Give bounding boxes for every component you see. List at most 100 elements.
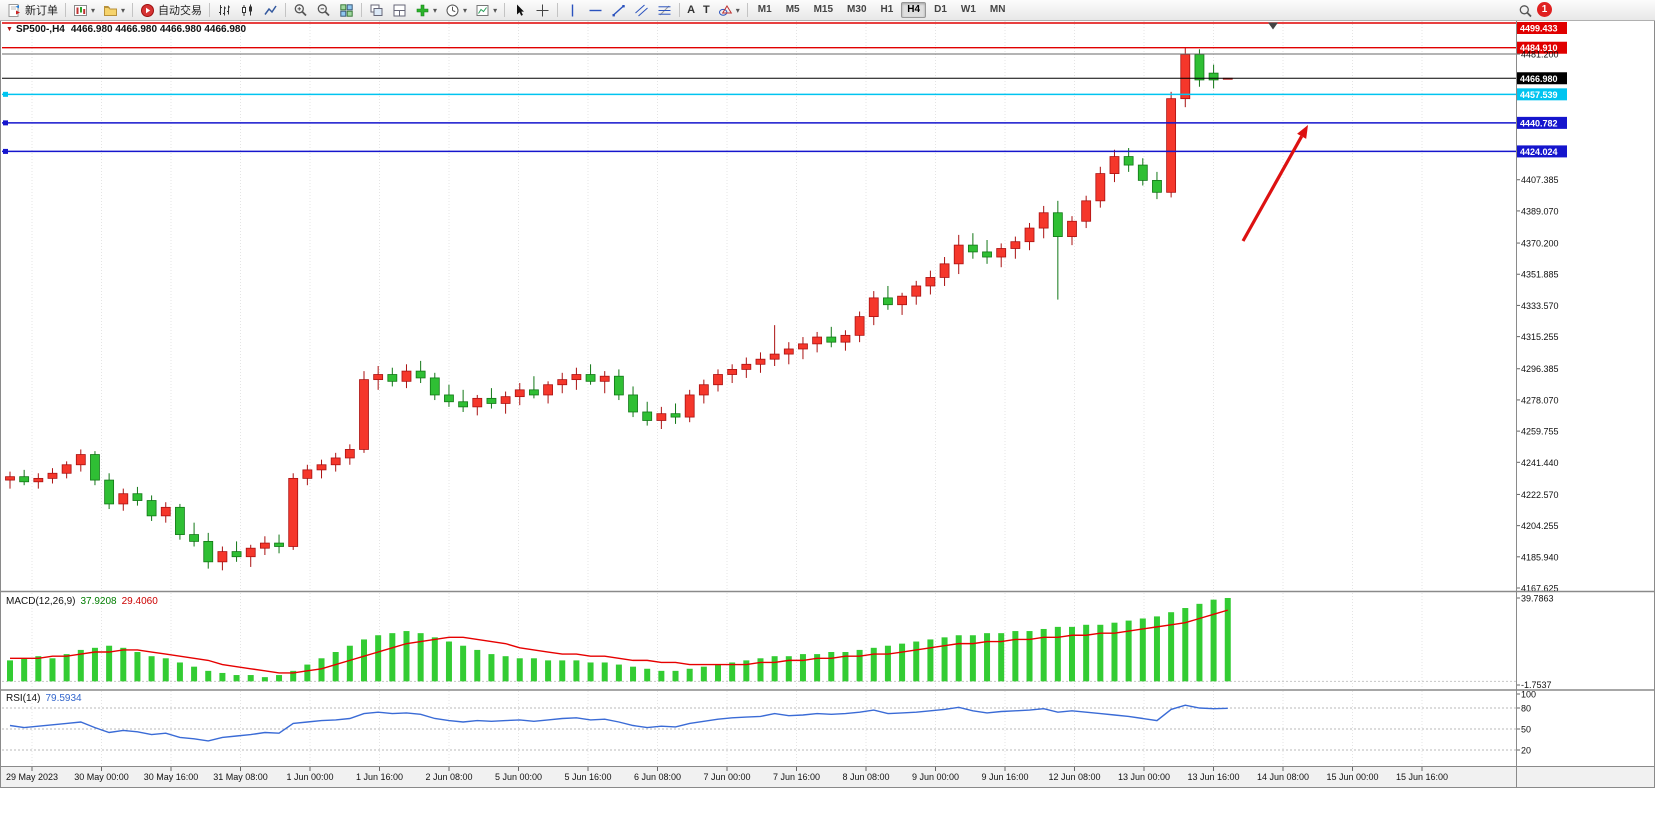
search-icon (1519, 4, 1532, 17)
text-label-tool-button[interactable]: T (699, 1, 714, 19)
chevron-down-icon (91, 4, 95, 16)
arrange-windows-button[interactable] (388, 1, 411, 19)
svg-text:100: 100 (1521, 690, 1536, 700)
zoom-in-icon (294, 3, 307, 16)
crosshair-tool-button[interactable] (531, 1, 554, 19)
toolbar-separator (746, 3, 748, 17)
svg-text:12 Jun 08:00: 12 Jun 08:00 (1048, 772, 1100, 782)
text-label-tool-icon: T (703, 3, 710, 16)
time-axis-strip[interactable] (0, 767, 1655, 788)
tile-windows-button[interactable] (335, 1, 358, 19)
svg-text:13 Jun 16:00: 13 Jun 16:00 (1187, 772, 1239, 782)
timeframe-d1-button[interactable]: D1 (934, 4, 947, 15)
price-scale[interactable]: 4481.200 4407.385 4389.070 4370.200 4351.885… (1516, 50, 1559, 756)
new-chart-button[interactable] (69, 1, 99, 19)
text-tool-icon: A (687, 3, 696, 16)
zoom-out-button[interactable] (312, 1, 335, 19)
timeframe-h1-button[interactable]: H1 (880, 4, 894, 15)
macd-header: MACD(12,26,9) 37.9208 29.4060 (6, 596, 158, 607)
channel-tool-button[interactable] (630, 1, 653, 19)
periods-button[interactable] (441, 1, 471, 19)
horizontal-price-lines[interactable]: 4499.433 4484.910 4466.980 4457.539 4440.782… (2, 22, 1567, 158)
cursor-tool-button[interactable] (508, 1, 531, 19)
vertical-line-tool-button[interactable] (561, 1, 584, 19)
svg-text:4457.539: 4457.539 (1520, 90, 1558, 100)
candlestick-chart-icon (242, 4, 253, 16)
bar-chart-icon (219, 4, 231, 15)
svg-text:4407.385: 4407.385 (1521, 175, 1559, 185)
new-chart-icon (74, 4, 87, 16)
svg-text:4484.910: 4484.910 (1520, 43, 1558, 53)
price-badge (1517, 22, 1567, 34)
svg-text:2 Jun 08:00: 2 Jun 08:00 (425, 772, 472, 782)
notification-badge[interactable]: 1 (1537, 2, 1552, 17)
trendline-tool-button[interactable] (607, 1, 630, 19)
zoom-in-button[interactable] (289, 1, 312, 19)
timeframe-m15-button[interactable]: M15 (813, 4, 834, 15)
toolbar-separator (285, 3, 287, 17)
toolbar-separator (504, 3, 506, 17)
timeframe-h4-button[interactable]: H4 (901, 2, 927, 18)
new-order-button[interactable]: 新订单 (3, 1, 62, 19)
toolbar-separator (557, 3, 559, 17)
svg-text:4315.255: 4315.255 (1521, 332, 1559, 342)
svg-text:4204.255: 4204.255 (1521, 521, 1559, 531)
time-scale[interactable]: 29 May 2023 30 May 00:00 30 May 16:00 31 Ma… (6, 767, 1448, 782)
search-button[interactable] (1514, 2, 1537, 20)
gridlines (31, 21, 1423, 766)
trend-arrow-annotation[interactable] (1241, 125, 1308, 242)
svg-text:4481.200: 4481.200 (1521, 50, 1559, 60)
chart-background (0, 20, 1655, 767)
bar-chart-button[interactable] (213, 1, 236, 19)
horizontal-line-tool-button[interactable] (584, 1, 607, 19)
chart-shift-marker-icon[interactable] (1268, 22, 1278, 30)
shapes-icon (718, 4, 732, 16)
line-chart-button[interactable] (259, 1, 282, 19)
svg-text:31 May 08:00: 31 May 08:00 (213, 772, 268, 782)
trendline-icon (612, 4, 625, 16)
svg-text:8 Jun 08:00: 8 Jun 08:00 (842, 772, 889, 782)
svg-text:4351.885: 4351.885 (1521, 270, 1559, 280)
timeframe-mn-button[interactable]: MN (989, 4, 1006, 15)
fibonacci-icon (658, 5, 671, 15)
line-anchor-handle (3, 148, 8, 154)
templates-button[interactable] (471, 1, 501, 19)
rsi-label: RSI(14) (6, 693, 41, 704)
main-toolbar: 新订单 自动交易 (0, 0, 1655, 21)
cascade-windows-button[interactable] (365, 1, 388, 19)
rsi-value: 79.5934 (45, 693, 82, 704)
toolbar-separator (679, 3, 681, 17)
profiles-button[interactable] (99, 1, 129, 19)
svg-text:4424.024: 4424.024 (1520, 147, 1558, 157)
clock-icon (446, 4, 459, 16)
timeframe-m5-button[interactable]: M5 (785, 4, 800, 15)
price-badge (1517, 116, 1567, 129)
macd-histogram (7, 597, 1231, 682)
text-tool-button[interactable]: A (683, 1, 699, 19)
svg-text:80: 80 (1521, 704, 1531, 714)
svg-text:4370.200: 4370.200 (1521, 239, 1559, 249)
macd-label: MACD(12,26,9) (6, 596, 76, 607)
svg-text:20: 20 (1521, 746, 1531, 756)
fibonacci-tool-button[interactable] (653, 1, 676, 19)
timeframe-w1-button[interactable]: W1 (960, 4, 976, 15)
symbol-marker-icon (6, 24, 16, 35)
add-indicator-button[interactable] (411, 1, 441, 19)
svg-text:4333.570: 4333.570 (1521, 301, 1559, 311)
candles-layer (5, 47, 1233, 571)
shapes-tool-button[interactable] (714, 1, 744, 19)
svg-text:7 Jun 16:00: 7 Jun 16:00 (773, 772, 820, 782)
svg-text:9 Jun 00:00: 9 Jun 00:00 (912, 772, 959, 782)
timeframe-m1-button[interactable]: M1 (757, 4, 772, 15)
svg-text:4440.782: 4440.782 (1520, 118, 1558, 128)
chart-symbol-timeframe: SP500-,H4 (15, 24, 65, 35)
svg-text:4259.755: 4259.755 (1521, 427, 1559, 437)
timeframe-m30-button[interactable]: M30 (847, 4, 867, 15)
chevron-down-icon (433, 4, 437, 16)
candlestick-chart-button[interactable] (236, 1, 259, 19)
chevron-down-icon (121, 4, 125, 16)
chart-ohlc-header: SP500-,H4 4466.980 4466.980 4466.980 4466… (6, 24, 246, 35)
add-indicator-plus-icon (416, 4, 429, 16)
auto-trading-button[interactable]: 自动交易 (136, 1, 206, 19)
